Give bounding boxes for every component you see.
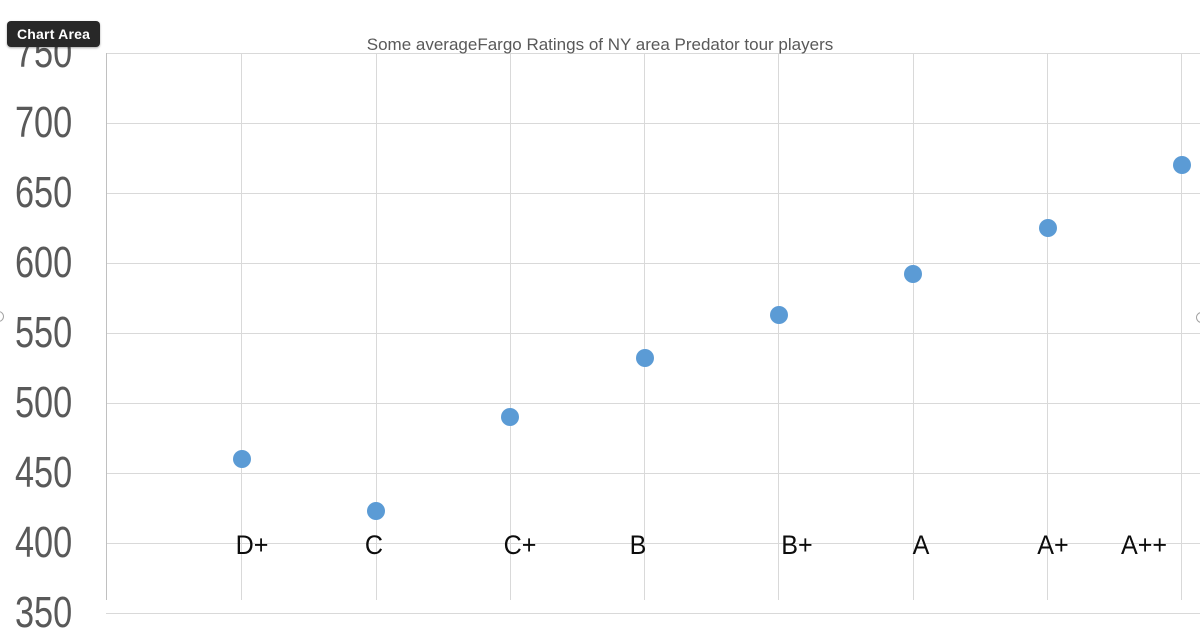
h-gridline [106,332,1200,334]
h-gridline [106,612,1200,614]
chart-area-tooltip: Chart Area [7,21,101,47]
y-tick-label[interactable]: 400 [14,518,73,567]
v-gridline [241,53,243,600]
x-tick-label[interactable]: C [364,530,384,560]
v-gridline [644,53,646,600]
resize-handle-right[interactable] [1196,312,1200,323]
v-gridline [912,53,914,600]
h-gridline [106,472,1200,474]
x-tick-label[interactable]: D+ [235,530,269,560]
v-gridline [1047,53,1048,600]
y-tick-label[interactable]: 500 [14,378,73,427]
x-tick-label[interactable]: C+ [503,530,537,560]
y-tick-label[interactable]: 550 [14,308,73,357]
h-gridline [106,402,1200,404]
x-tick-label[interactable]: B [629,530,647,560]
tooltip-label: Chart Area [17,26,91,42]
h-gridline [106,192,1200,194]
data-point[interactable] [1172,156,1191,174]
v-gridline [375,53,377,600]
x-tick-label[interactable]: A++ [1120,530,1168,560]
y-tick-label[interactable]: 450 [14,448,73,497]
data-point[interactable] [904,265,923,284]
x-tick-label[interactable]: B+ [781,530,813,560]
resize-handle-left[interactable] [0,311,4,322]
h-gridline [106,52,1200,54]
data-point[interactable] [367,501,385,520]
y-tick-label[interactable]: 350 [14,588,73,637]
chart-title[interactable]: Some averageFargo Ratings of NY area Pre… [366,35,834,54]
v-gridline [1181,53,1183,600]
y-tick-label[interactable]: 700 [14,98,73,147]
v-gridline [509,53,511,600]
y-tick-label[interactable]: 650 [14,168,73,217]
data-point[interactable] [232,450,251,468]
x-tick-label[interactable]: A [912,530,930,560]
data-point[interactable] [1038,219,1057,237]
x-tick-label[interactable]: A+ [1037,530,1069,560]
h-gridline [106,122,1200,124]
v-gridline [778,53,780,600]
h-gridline [106,262,1200,264]
y-tick-label[interactable]: 600 [14,238,73,287]
plot-border [106,53,107,600]
h-gridline [106,542,1200,544]
data-point[interactable] [769,305,788,324]
data-point[interactable] [635,349,654,368]
data-point[interactable] [501,408,520,426]
